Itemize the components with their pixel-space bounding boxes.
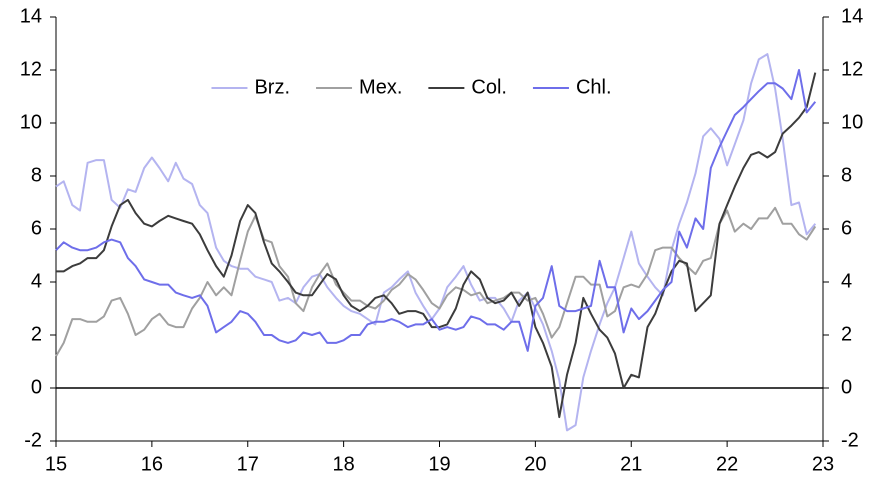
y-tick-label: -2 xyxy=(24,429,42,451)
x-tick-label: 17 xyxy=(237,453,259,475)
y2-tick-label: 8 xyxy=(841,164,852,186)
y-tick-label: 4 xyxy=(31,270,42,292)
y2-tick-label: 6 xyxy=(841,217,852,239)
y2-tick-label: 12 xyxy=(841,58,863,80)
y-tick-label: 6 xyxy=(31,217,42,239)
x-tick-label: 18 xyxy=(333,453,355,475)
y-tick-label: 0 xyxy=(31,376,42,398)
y2-tick-label: 10 xyxy=(841,111,863,133)
x-tick-label: 20 xyxy=(524,453,546,475)
x-tick-label: 19 xyxy=(428,453,450,475)
x-tick-label: 15 xyxy=(45,453,67,475)
legend-label: Brz. xyxy=(254,76,290,98)
y-tick-label: 8 xyxy=(31,164,42,186)
y2-tick-label: 2 xyxy=(841,323,852,345)
y2-tick-label: 14 xyxy=(841,5,863,27)
legend-label: Mex. xyxy=(359,76,402,98)
series-line xyxy=(56,72,817,419)
y-tick-label: 12 xyxy=(20,58,42,80)
x-tick-label: 16 xyxy=(141,453,163,475)
legend-label: Chl. xyxy=(576,76,612,98)
series-line xyxy=(55,69,817,352)
x-tick-label: 22 xyxy=(716,453,738,475)
y-tick-label: 14 xyxy=(20,5,42,27)
y-tick-label: 2 xyxy=(31,323,42,345)
series-line xyxy=(55,206,817,357)
series-line xyxy=(55,53,817,432)
x-tick-label: 21 xyxy=(620,453,642,475)
y2-tick-label: 0 xyxy=(841,376,852,398)
y-tick-label: 10 xyxy=(20,111,42,133)
y2-tick-label: -2 xyxy=(841,429,859,451)
legend-label: Col. xyxy=(471,76,507,98)
x-tick-label: 23 xyxy=(812,453,834,475)
y2-tick-label: 4 xyxy=(841,270,852,292)
